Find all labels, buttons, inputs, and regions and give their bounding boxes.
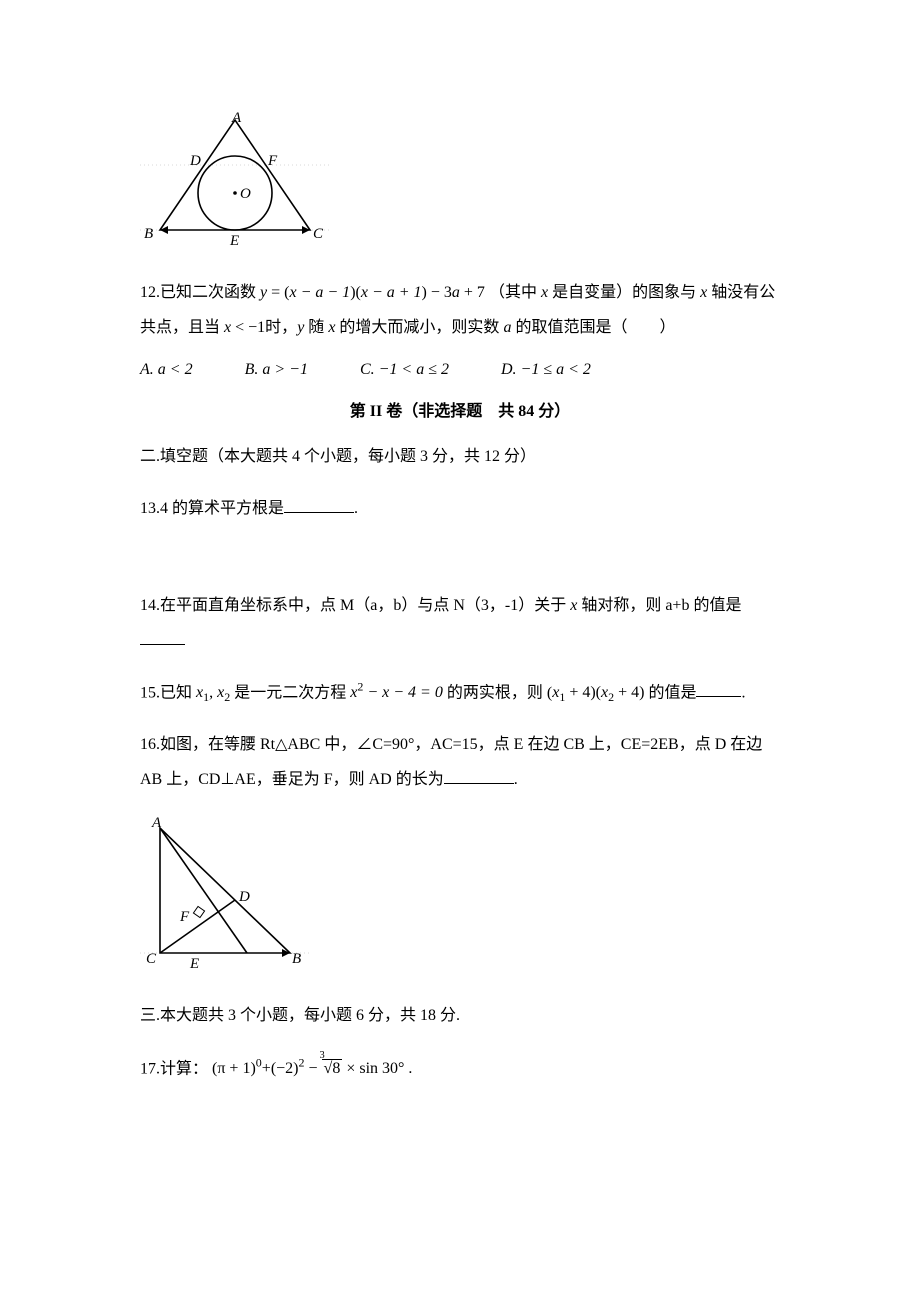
label2-C: C [146, 951, 157, 967]
q16-blank [444, 767, 514, 784]
q15-comma: , [209, 684, 217, 701]
section-2-intro: 二.填空题（本大题共 4 个小题，每小题 3 分，共 12 分） [140, 439, 780, 474]
q12-eq: = ( [267, 284, 289, 301]
q16-period: . [514, 771, 518, 788]
q15-prefix: 15.已知 [140, 684, 196, 701]
question-14: 14.在平面直角坐标系中，点 M（a，b）与点 N（3，-1）关于 x 轴对称，… [140, 588, 780, 658]
label2-B: B [292, 951, 301, 967]
question-13: 13.4 的算术平方根是. [140, 491, 780, 526]
question-15: 15.已知 x1, x2 是一元二次方程 x2 − x − 4 = 0 的两实根… [140, 674, 780, 711]
q14-suffix: 轴对称，则 a+b 的值是 [577, 597, 741, 614]
label2-F: F [179, 909, 190, 925]
figure-right-triangle: A B C D E F [140, 813, 780, 978]
q17-p1b: (π + 1) [212, 1060, 256, 1077]
q15-mid: 是一元二次方程 [230, 684, 350, 701]
label2-E: E [189, 956, 199, 972]
q15-period: . [741, 684, 745, 701]
question-17: 17.计算： (π + 1)0+(−2)2 − 3√8 × sin 30° . [140, 1050, 780, 1087]
q12-clt: < −1 [231, 319, 265, 336]
q12-opt-B: B. a > −1 [245, 361, 308, 379]
q17-prefix: 17.计算： [140, 1060, 208, 1077]
q12-ax: 是自变量）的图象与 [548, 284, 700, 301]
q12-opt-A: A. a < 2 [140, 361, 193, 379]
label-D: D [189, 153, 201, 169]
q12-end: ) − 3 [422, 284, 452, 301]
q15-erest: − x − 4 = 0 [363, 684, 443, 701]
q15-blank [696, 680, 741, 697]
q12-prefix: 12.已知二次函数 [140, 284, 260, 301]
q17-p2b: (−2) [271, 1060, 299, 1077]
label-O: O [240, 186, 251, 202]
label-C: C [313, 226, 324, 242]
q15-aeq: 的两实根，则 ( [443, 684, 552, 701]
q12-xp: x − a + 1 [361, 284, 422, 301]
figure-incircle-triangle: A B C D F E O [140, 110, 780, 255]
q17-ridx: 3 [320, 1045, 325, 1068]
label2-D: D [238, 889, 250, 905]
q15-p4b: + 4) [614, 684, 644, 701]
q12-opt-C: C. −1 < a ≤ 2 [360, 361, 449, 379]
q12-xm: x − a − 1 [289, 284, 350, 301]
q12-mid: )( [350, 284, 361, 301]
section-3-intro: 三.本大题共 3 个小题，每小题 6 分，共 18 分. [140, 998, 780, 1033]
q13-blank [284, 496, 354, 513]
q12-x: x [541, 284, 548, 301]
label-A: A [231, 110, 242, 126]
q12-tail: 的取值范围是（ ） [511, 319, 675, 336]
question-12: 12.已知二次函数 y = (x − a − 1)(x − a + 1) − 3… [140, 275, 780, 345]
q12-ay: 随 [304, 319, 328, 336]
q13-period: . [354, 500, 358, 517]
q12-p7: + 7 [460, 284, 485, 301]
q12-ax3: 的增大而减小，则实数 [335, 319, 503, 336]
question-16: 16.如图，在等腰 Rt△ABC 中，∠C=90°，AC=15，点 E 在边 C… [140, 727, 780, 797]
q13-text: 13.4 的算术平方根是 [140, 500, 284, 517]
q12-ac: 时， [265, 319, 297, 336]
q12-options: A. a < 2 B. a > −1 C. −1 < a ≤ 2 D. −1 ≤… [140, 361, 780, 379]
q12-af: （其中 [485, 284, 541, 301]
label-E: E [229, 233, 239, 249]
q12-a: a [452, 284, 460, 301]
q17-times: × sin 30° . [342, 1060, 412, 1077]
q17-plus: + [262, 1060, 271, 1077]
q15-p4a: + 4)( [565, 684, 601, 701]
q14-blank [140, 628, 185, 645]
q15-tail: 的值是 [644, 684, 696, 701]
section-2-title: 第 II 卷（非选择题 共 84 分） [140, 397, 780, 421]
q17-rrad: 8 [332, 1060, 340, 1077]
q12-opt-D: D. −1 ≤ a < 2 [501, 361, 591, 379]
q14-prefix: 14.在平面直角坐标系中，点 M（a，b）与点 N（3，-1）关于 [140, 597, 570, 614]
label-B: B [144, 226, 153, 242]
label2-A: A [151, 815, 162, 831]
label-F: F [267, 153, 278, 169]
